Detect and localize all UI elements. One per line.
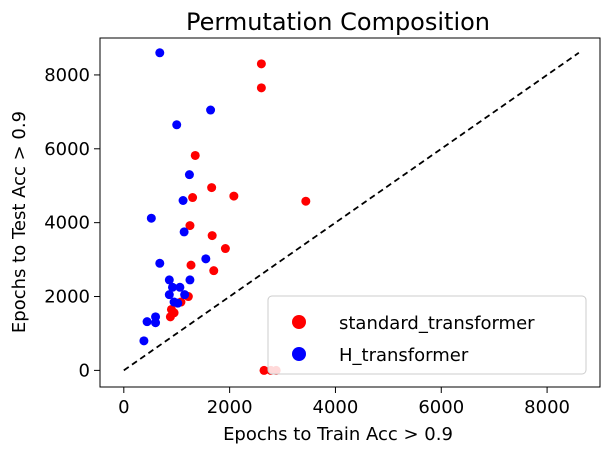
data-points <box>139 48 311 375</box>
point-standard-transformer <box>301 196 311 206</box>
point-standard-transformer <box>259 365 269 375</box>
y-tick-label: 0 <box>79 360 90 381</box>
x-tick-label: 2000 <box>207 397 253 418</box>
chart-title: Permutation Composition <box>186 8 490 36</box>
point-h-transformer <box>139 336 149 346</box>
point-h-transformer <box>164 275 174 285</box>
y-tick-label: 8000 <box>44 65 90 86</box>
legend-marker-standard-transformer <box>292 315 306 329</box>
point-h-transformer <box>178 195 188 205</box>
point-standard-transformer <box>207 231 217 241</box>
point-h-transformer <box>175 282 185 292</box>
point-h-transformer <box>185 275 195 285</box>
point-h-transformer <box>201 254 211 264</box>
y-axis-label: Epochs to Test Acc > 0.9 <box>9 111 30 333</box>
point-h-transformer <box>164 290 174 300</box>
x-tick-label: 6000 <box>418 397 464 418</box>
point-standard-transformer <box>229 191 239 201</box>
x-axis-label: Epochs to Train Acc > 0.9 <box>223 424 453 445</box>
x-tick-label: 8000 <box>524 397 570 418</box>
reference-diagonal-line <box>123 52 580 372</box>
point-h-transformer <box>151 318 161 328</box>
point-h-transformer <box>167 282 177 292</box>
point-h-transformer <box>180 290 190 300</box>
x-axis: 0 2000 4000 6000 8000 <box>118 387 570 418</box>
point-standard-transformer <box>190 150 200 160</box>
point-h-transformer <box>146 213 156 223</box>
point-standard-transformer <box>256 59 266 69</box>
point-standard-transformer <box>256 83 266 93</box>
point-standard-transformer <box>188 193 198 203</box>
y-tick-label: 6000 <box>44 139 90 160</box>
legend-marker-h-transformer <box>292 347 306 361</box>
point-standard-transformer <box>165 312 175 322</box>
point-h-transformer <box>173 298 183 308</box>
x-tick-label: 4000 <box>313 397 359 418</box>
point-h-transformer <box>184 170 194 180</box>
point-h-transformer <box>142 317 152 327</box>
point-h-transformer <box>172 120 182 130</box>
y-tick-label: 2000 <box>44 287 90 308</box>
x-tick-label: 0 <box>118 397 129 418</box>
legend: standard_transformer H_transformer <box>267 295 587 375</box>
point-h-transformer <box>206 105 216 115</box>
point-standard-transformer <box>209 266 219 276</box>
legend-label-h-transformer: H_transformer <box>339 345 469 366</box>
point-h-transformer <box>179 227 189 237</box>
plot-area <box>99 37 601 388</box>
point-standard-transformer <box>185 221 195 231</box>
point-standard-transformer <box>220 244 230 254</box>
point-standard-transformer <box>186 260 196 270</box>
point-standard-transformer <box>207 183 217 193</box>
y-tick-label: 4000 <box>44 213 90 234</box>
y-axis: 0 2000 4000 6000 8000 <box>44 65 100 381</box>
legend-label-standard-transformer: standard_transformer <box>339 313 535 334</box>
point-h-transformer <box>155 48 165 58</box>
legend-frame <box>267 295 587 375</box>
point-h-transformer <box>155 258 165 268</box>
